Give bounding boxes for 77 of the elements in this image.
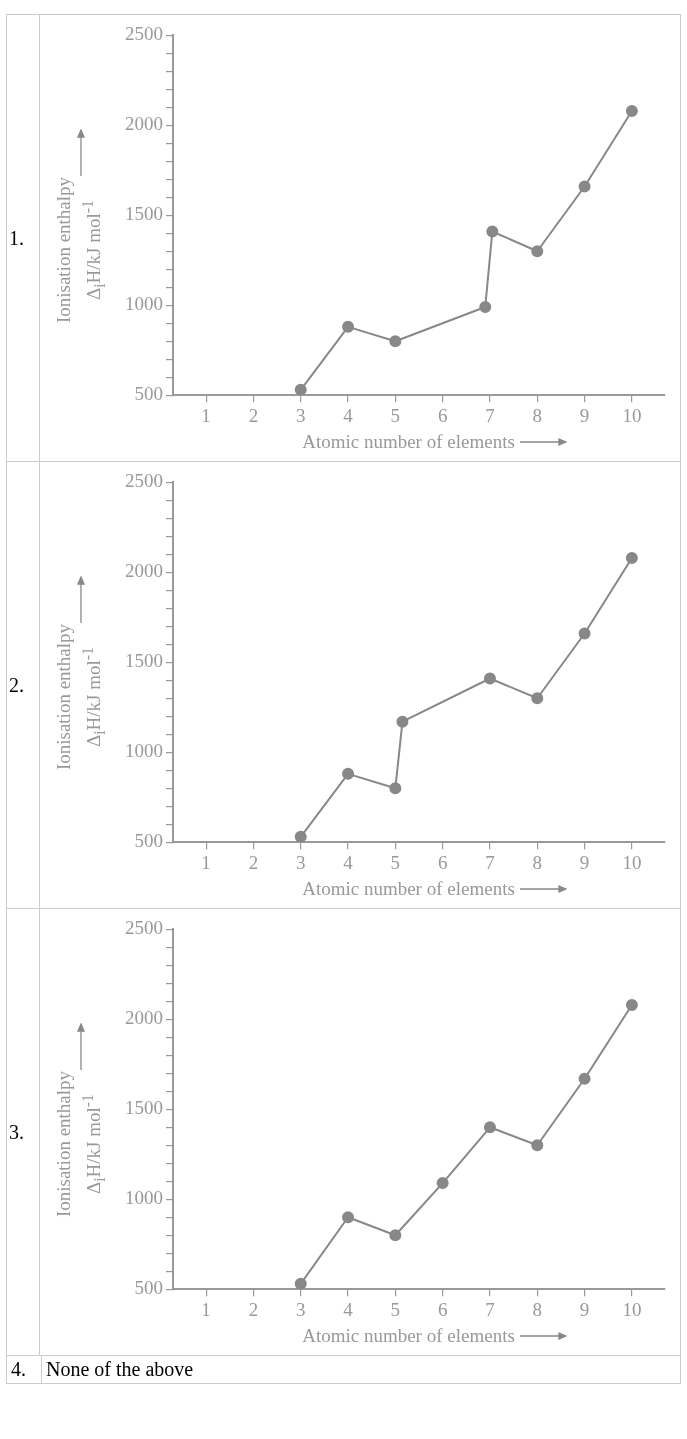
x-tick-label: 7 xyxy=(485,1298,495,1320)
x-tick-label: 6 xyxy=(437,851,448,873)
x-tick-label: 6 xyxy=(437,1298,448,1320)
y-tick-label: 500 xyxy=(134,830,163,852)
y-tick-label: 1000 xyxy=(125,740,163,762)
x-axis-title: Atomic number of elements xyxy=(302,1325,515,1347)
y-tick-label: 2000 xyxy=(125,560,163,582)
y-tick-label: 1000 xyxy=(125,1187,163,1209)
y-tick-label: 2500 xyxy=(125,23,163,45)
x-axis-title: Atomic number of elements xyxy=(302,878,515,900)
y-tick-label: 2500 xyxy=(125,917,163,939)
x-tick-label: 1 xyxy=(201,1298,211,1320)
point xyxy=(483,1121,496,1134)
point xyxy=(389,1229,402,1242)
y-tick-label: 1500 xyxy=(125,1097,163,1119)
y-tick-label: 1000 xyxy=(125,293,163,315)
x-tick-label: 10 xyxy=(622,1298,642,1320)
point xyxy=(531,245,544,258)
point xyxy=(436,1177,449,1190)
x-tick-label: 9 xyxy=(579,1298,590,1320)
x-tick-label: 7 xyxy=(485,404,495,426)
point xyxy=(625,551,638,564)
x-tick-label: 5 xyxy=(390,851,401,873)
point xyxy=(625,998,638,1011)
y-tick-label: 500 xyxy=(134,1277,163,1299)
point xyxy=(483,672,496,685)
x-tick-label: 5 xyxy=(390,1298,401,1320)
x-tick-label: 9 xyxy=(579,404,590,426)
point xyxy=(531,1139,544,1152)
point xyxy=(531,692,544,705)
point xyxy=(294,830,307,843)
x-tick-label: 2 xyxy=(248,1298,259,1320)
y-tick-label: 2500 xyxy=(125,470,163,492)
text: 4. xyxy=(7,1356,42,1383)
x-tick-label: 1 xyxy=(201,404,211,426)
x-tick-label: 6 xyxy=(437,404,448,426)
x-tick-label: 4 xyxy=(343,404,354,426)
y-tick-label: 1500 xyxy=(125,650,163,672)
point xyxy=(342,767,355,780)
text: 2. xyxy=(7,462,40,908)
x-tick-label: 8 xyxy=(532,404,543,426)
x-axis-title: Atomic number of elements xyxy=(302,431,515,453)
x-tick-label: 4 xyxy=(343,1298,354,1320)
point xyxy=(342,320,355,333)
point xyxy=(479,301,492,314)
point xyxy=(342,1211,355,1224)
y-tick-label: 2000 xyxy=(125,1007,163,1029)
y-tick-label: 1500 xyxy=(125,203,163,225)
x-tick-label: 10 xyxy=(622,404,642,426)
x-tick-label: 5 xyxy=(390,404,401,426)
point xyxy=(578,180,591,193)
point xyxy=(294,383,307,396)
y-tick-label: 2000 xyxy=(125,113,163,135)
x-tick-label: 2 xyxy=(248,404,259,426)
x-tick-label: 1 xyxy=(201,851,211,873)
x-tick-label: 2 xyxy=(248,851,259,873)
text: None of the above xyxy=(45,1357,195,1382)
point xyxy=(396,715,409,728)
point xyxy=(389,782,402,795)
x-tick-label: 4 xyxy=(343,851,354,873)
point xyxy=(294,1277,307,1290)
point xyxy=(625,104,638,117)
x-tick-label: 8 xyxy=(532,1298,543,1320)
point xyxy=(389,335,402,348)
y-tick-label: 500 xyxy=(134,383,163,405)
point xyxy=(578,627,591,640)
x-tick-label: 3 xyxy=(295,1298,306,1320)
x-tick-label: 3 xyxy=(295,404,306,426)
x-tick-label: 3 xyxy=(295,851,306,873)
x-tick-label: 7 xyxy=(485,851,495,873)
x-tick-label: 9 xyxy=(579,851,590,873)
text: 3. xyxy=(7,909,40,1355)
point xyxy=(578,1072,591,1085)
x-tick-label: 8 xyxy=(532,851,543,873)
point xyxy=(486,225,499,238)
text: 1. xyxy=(7,15,40,461)
x-tick-label: 10 xyxy=(622,851,642,873)
